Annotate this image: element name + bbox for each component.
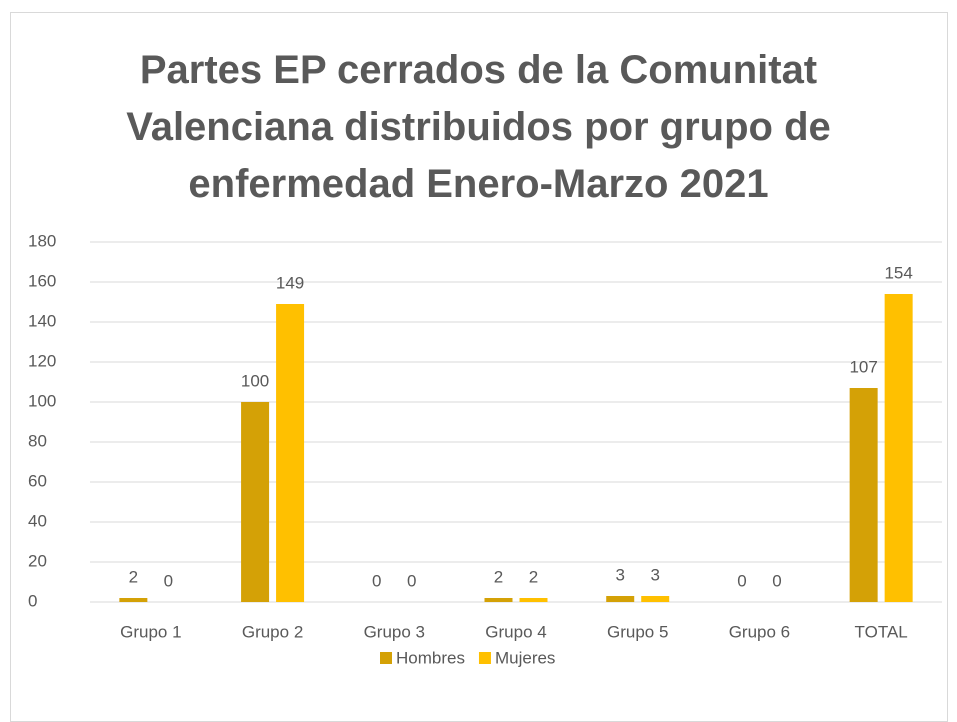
data-label: 0 [737, 571, 746, 590]
data-label: 3 [650, 565, 659, 584]
data-label: 149 [276, 273, 304, 292]
y-tick-label: 100 [28, 391, 56, 410]
legend-swatch [478, 652, 491, 664]
data-label: 100 [241, 371, 269, 390]
chart-title: Partes EP cerrados de la Comunitat Valen… [126, 48, 831, 206]
y-tick-label: 160 [28, 271, 56, 290]
bar [849, 388, 878, 602]
bar [484, 598, 513, 602]
bar [641, 596, 670, 602]
x-tick-label: Grupo 6 [729, 622, 790, 641]
legend-label: Mujeres [495, 648, 555, 667]
x-tick-label: Grupo 1 [120, 622, 181, 641]
data-label: 3 [615, 565, 624, 584]
data-label: 2 [129, 567, 138, 586]
y-tick-label: 20 [28, 551, 47, 570]
data-label: 107 [849, 357, 877, 376]
legend-label: Hombres [396, 648, 465, 667]
data-label: 0 [772, 571, 781, 590]
x-tick-label: Grupo 2 [242, 622, 303, 641]
y-tick-label: 0 [28, 591, 37, 610]
data-label: 0 [164, 571, 173, 590]
data-label: 2 [494, 567, 503, 586]
bar [606, 596, 635, 602]
y-tick-label: 80 [28, 431, 47, 450]
x-tick-label: Grupo 5 [607, 622, 668, 641]
bar [241, 402, 270, 602]
x-tick-label: TOTAL [855, 622, 908, 641]
bar [119, 598, 148, 602]
x-tick-label: Grupo 3 [364, 622, 425, 641]
data-label: 2 [529, 567, 538, 586]
y-tick-label: 60 [28, 471, 47, 490]
y-tick-label: 140 [28, 311, 56, 330]
bar [519, 598, 548, 602]
bar [276, 304, 305, 602]
y-tick-label: 180 [28, 231, 56, 250]
y-tick-label: 120 [28, 351, 56, 370]
data-label: 0 [407, 571, 416, 590]
bar [884, 294, 913, 602]
data-label: 0 [372, 571, 381, 590]
data-label: 154 [884, 263, 912, 282]
legend-swatch [380, 652, 392, 664]
y-tick-label: 40 [28, 511, 47, 530]
x-tick-label: Grupo 4 [485, 622, 546, 641]
